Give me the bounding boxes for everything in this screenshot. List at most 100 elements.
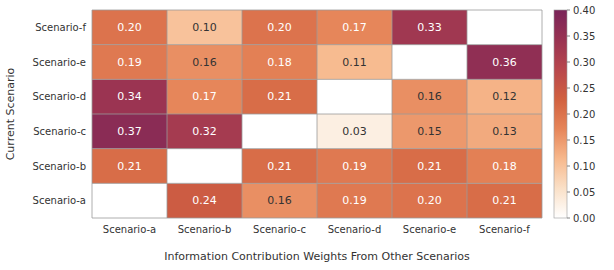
axes: Scenario-a Scenario-b Scenario-c Scenario-d… [32,22,530,235]
cell-label: 0.21 [492,194,517,207]
colorbar-tick [567,218,570,219]
empty-cell [167,149,242,184]
cell [392,183,467,218]
cell-label: 0.24 [192,194,217,207]
cell [317,183,392,218]
chart: 0.24 0.16 0.19 0.20 0.21 0.21 0.21 0.19 0.21 0.18… [0,0,614,270]
cell [317,10,392,45]
cell-label: 0.32 [192,125,217,138]
cell-border [92,148,542,149]
colorbar-tick-label: 0.20 [573,109,595,120]
y-axis-title: Current Scenario [4,67,17,160]
colorbar-tick [567,88,570,89]
colorbar-tick [567,10,570,11]
cell [242,10,317,45]
y-tick-label: Scenario-c [33,126,86,137]
cell-label: 0.16 [192,56,217,69]
y-tick-label: Scenario-f [35,22,86,33]
cell [392,10,467,45]
cell-label: 0.20 [267,21,292,34]
colorbar-tick-label: 0.35 [573,31,595,42]
cells [92,10,542,218]
cell [467,114,542,149]
colorbar-tick-label: 0.40 [573,5,595,16]
colorbar-tick-label: 0.05 [573,187,595,198]
cell-label: 0.16 [417,90,442,103]
colorbar-tick [567,114,570,115]
cell-label: 0.21 [267,160,292,173]
colorbar-tick-label: 0.25 [573,83,595,94]
cell-label: 0.33 [417,21,442,34]
x-tick-label: Scenario-f [479,224,530,235]
cell-label: 0.13 [492,125,517,138]
empty-cell [467,10,542,45]
colorbar-tick-label: 0.10 [573,161,595,172]
cell [92,45,167,80]
empty-cell [392,45,467,80]
cell-label: 0.15 [417,125,442,138]
cell [242,183,317,218]
cell-label: 0.10 [192,21,217,34]
x-tick-label: Scenario-a [103,224,156,235]
cell-label: 0.20 [117,21,142,34]
x-tick-label: Scenario-b [178,224,232,235]
cell-label: 0.03 [342,125,367,138]
cell [467,183,542,218]
x-axis-title: Information Contribution Weights From Ot… [164,250,470,263]
cell-border [92,218,542,219]
cell-label: 0.19 [342,160,367,173]
cell [92,149,167,184]
cell-border [92,10,542,11]
cell-label: 0.17 [342,21,367,34]
cell-label: 0.16 [267,194,292,207]
cell [242,45,317,80]
empty-cell [92,183,167,218]
cell-label: 0.34 [117,90,142,103]
cell [242,149,317,184]
colorbar-tick-label: 0.00 [573,213,595,224]
cell [167,114,242,149]
cell [242,79,317,114]
cell-label: 0.17 [192,90,217,103]
colorbar-tick-label: 0.15 [573,135,595,146]
cell [167,10,242,45]
colorbar-tick [567,140,570,141]
y-tick-label: Scenario-b [32,161,86,172]
y-tick-label: Scenario-a [33,195,86,206]
cell [167,79,242,114]
x-tick-label: Scenario-d [328,224,382,235]
cell [467,45,542,80]
cell-label: 0.19 [342,194,367,207]
cell-label: 0.19 [117,56,142,69]
cell-label: 0.21 [117,160,142,173]
y-tick-label: Scenario-d [32,91,86,102]
cell [317,149,392,184]
colorbar-tick [567,36,570,37]
cell [392,114,467,149]
cell-borders [92,10,542,218]
y-tick-label: Scenario-e [33,57,86,68]
cell [317,45,392,80]
cell [392,149,467,184]
cell-label: 0.11 [342,56,367,69]
cell-label: 0.21 [267,90,292,103]
cell-border [92,79,542,80]
cell [92,114,167,149]
colorbar-tick [567,192,570,193]
cell-label: 0.21 [417,160,442,173]
cell-border [92,183,542,184]
cell-label: 0.18 [492,160,517,173]
empty-cell [317,79,392,114]
cell [467,79,542,114]
x-tick-label: Scenario-e [403,224,456,235]
colorbar-tick-label: 0.30 [573,57,595,68]
cell-label: 0.20 [417,194,442,207]
cell-border [92,114,542,115]
colorbar-tick [567,166,570,167]
cell-border [92,44,542,45]
cell [467,149,542,184]
cell [317,114,392,149]
cell [392,79,467,114]
cell [167,45,242,80]
colorbar-tick [567,62,570,63]
